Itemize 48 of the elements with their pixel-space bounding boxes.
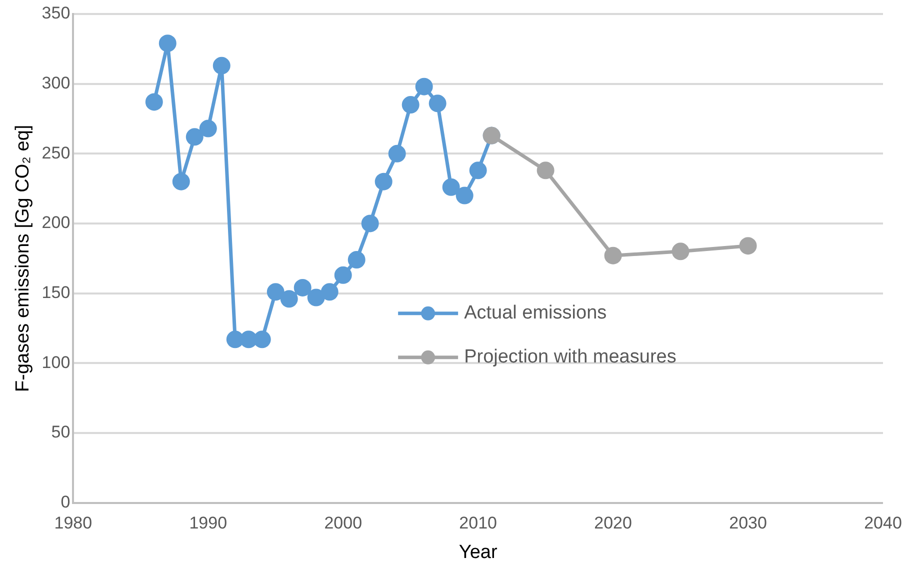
x-tick-label: 1990 [189,514,228,533]
legend-label: Projection with measures [464,346,676,368]
y-tick-label: 200 [42,213,70,232]
point [145,93,163,111]
point [361,214,379,232]
point [158,34,176,52]
y-axis-title: F-gases emissions [Gg CO₂ eq] [12,124,34,392]
point [456,186,474,204]
y-tick-label: 300 [42,74,70,93]
point [415,78,433,96]
x-tick-label: 2020 [594,514,632,533]
point [294,278,312,296]
point [212,56,230,74]
point [172,172,190,190]
x-tick-label: 2040 [864,514,902,533]
point [280,290,298,308]
x-tick-label: 1980 [54,514,92,533]
point [672,242,690,260]
point [348,251,366,269]
y-tick-label: 100 [42,352,70,372]
point [428,94,446,112]
point [388,144,406,162]
point [374,172,392,190]
y-tick-label: 0 [60,492,70,512]
point [402,96,420,114]
x-tick-label: 2000 [324,514,362,533]
point [226,330,244,348]
point [739,237,757,255]
x-axis-title: Year [458,542,498,563]
x-tick-label: 2030 [729,514,767,533]
point [240,330,258,348]
point [604,246,622,264]
point [253,330,271,348]
point [469,162,487,180]
legend-label: Actual emissions [464,302,607,324]
point [320,283,338,301]
point [199,120,217,138]
point [442,178,460,196]
y-tick-label: 50 [51,422,70,442]
point [536,162,554,180]
y-tick-label: 350 [42,4,70,23]
point [334,266,352,284]
point [186,128,204,146]
y-tick-label: 250 [42,143,70,162]
x-tick-label: 2010 [459,514,497,533]
y-tick-label: 150 [42,283,70,302]
point [307,288,325,306]
point [266,283,284,301]
